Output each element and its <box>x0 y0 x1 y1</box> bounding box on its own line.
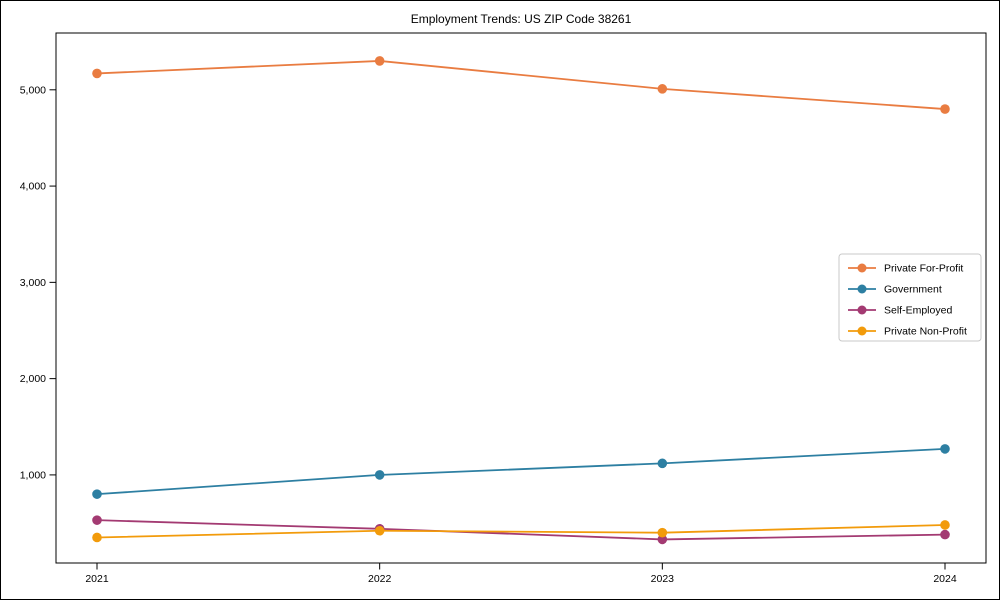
legend-label: Private For-Profit <box>884 263 963 275</box>
data-point <box>92 515 102 525</box>
data-point <box>940 529 950 540</box>
data-point <box>374 525 385 536</box>
series-line <box>96 519 946 541</box>
legend: Private For-Profit Government Self-Employe… <box>838 253 982 342</box>
x-axis-tick-label: 2021 <box>85 573 109 585</box>
series-line <box>96 524 946 539</box>
legend-label: Government <box>884 284 942 296</box>
series-private-non-profit <box>92 520 950 543</box>
x-axis-tick-label: 2024 <box>933 573 957 585</box>
series-line <box>96 60 946 110</box>
legend-marker <box>857 326 867 336</box>
legend-marker <box>857 284 867 294</box>
series-government <box>92 444 950 499</box>
legend-label: Private Non-Profit <box>884 326 967 338</box>
data-point <box>92 532 102 543</box>
axes: 1,000 2,000 3,000 4,000 5,000 2021 2022 2023 202… <box>20 32 987 585</box>
data-point <box>92 489 102 499</box>
series-group <box>92 56 950 545</box>
y-axis-tick-label: 3,000 <box>20 277 46 289</box>
x-axis-tick-label: 2023 <box>651 573 675 585</box>
y-axis-tick-label: 5,000 <box>20 84 46 96</box>
legend-marker <box>857 305 867 315</box>
plot-border <box>55 32 987 564</box>
data-point <box>940 444 950 454</box>
y-axis-tick-label: 1,000 <box>20 469 46 481</box>
legend-marker <box>857 263 867 273</box>
data-point <box>92 68 102 79</box>
y-axis-tick-label: 4,000 <box>20 181 46 193</box>
data-point <box>657 534 668 545</box>
data-point <box>940 520 950 530</box>
data-point <box>374 470 385 480</box>
y-axis-tick-label: 2,000 <box>20 373 46 385</box>
series-private-for-profit <box>92 56 950 114</box>
series-self-employed <box>92 515 950 545</box>
legend-box <box>838 253 982 342</box>
legend-label: Self-Employed <box>884 305 952 317</box>
data-point <box>657 527 668 538</box>
data-point <box>657 458 668 469</box>
data-point <box>374 56 385 66</box>
data-point <box>940 104 950 114</box>
data-point <box>657 84 668 94</box>
x-axis-tick-label: 2022 <box>368 573 392 585</box>
chart-title: Employment Trends: US ZIP Code 38261 <box>411 12 632 26</box>
series-line <box>96 448 946 496</box>
